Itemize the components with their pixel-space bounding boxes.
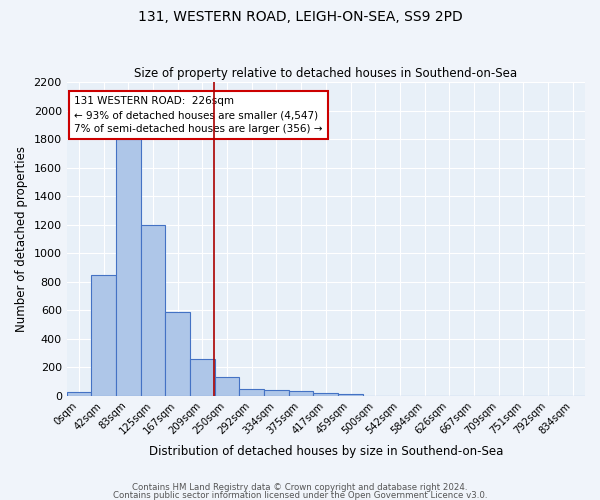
Title: Size of property relative to detached houses in Southend-on-Sea: Size of property relative to detached ho… [134, 66, 517, 80]
Bar [215, 377, 239, 396]
Bar [67, 392, 91, 396]
Bar [313, 393, 338, 396]
Y-axis label: Number of detached properties: Number of detached properties [15, 146, 28, 332]
Bar [338, 394, 363, 396]
Text: 131, WESTERN ROAD, LEIGH-ON-SEA, SS9 2PD: 131, WESTERN ROAD, LEIGH-ON-SEA, SS9 2PD [137, 10, 463, 24]
Text: Contains public sector information licensed under the Open Government Licence v3: Contains public sector information licen… [113, 490, 487, 500]
X-axis label: Distribution of detached houses by size in Southend-on-Sea: Distribution of detached houses by size … [149, 444, 503, 458]
Text: 131 WESTERN ROAD:  226sqm
← 93% of detached houses are smaller (4,547)
7% of sem: 131 WESTERN ROAD: 226sqm ← 93% of detach… [74, 96, 323, 134]
Bar [91, 275, 116, 396]
Bar [190, 360, 215, 396]
Bar [264, 390, 289, 396]
Bar [141, 224, 166, 396]
Bar [116, 139, 141, 396]
Bar [239, 390, 264, 396]
Bar [166, 312, 190, 396]
Bar [289, 392, 313, 396]
Text: Contains HM Land Registry data © Crown copyright and database right 2024.: Contains HM Land Registry data © Crown c… [132, 484, 468, 492]
